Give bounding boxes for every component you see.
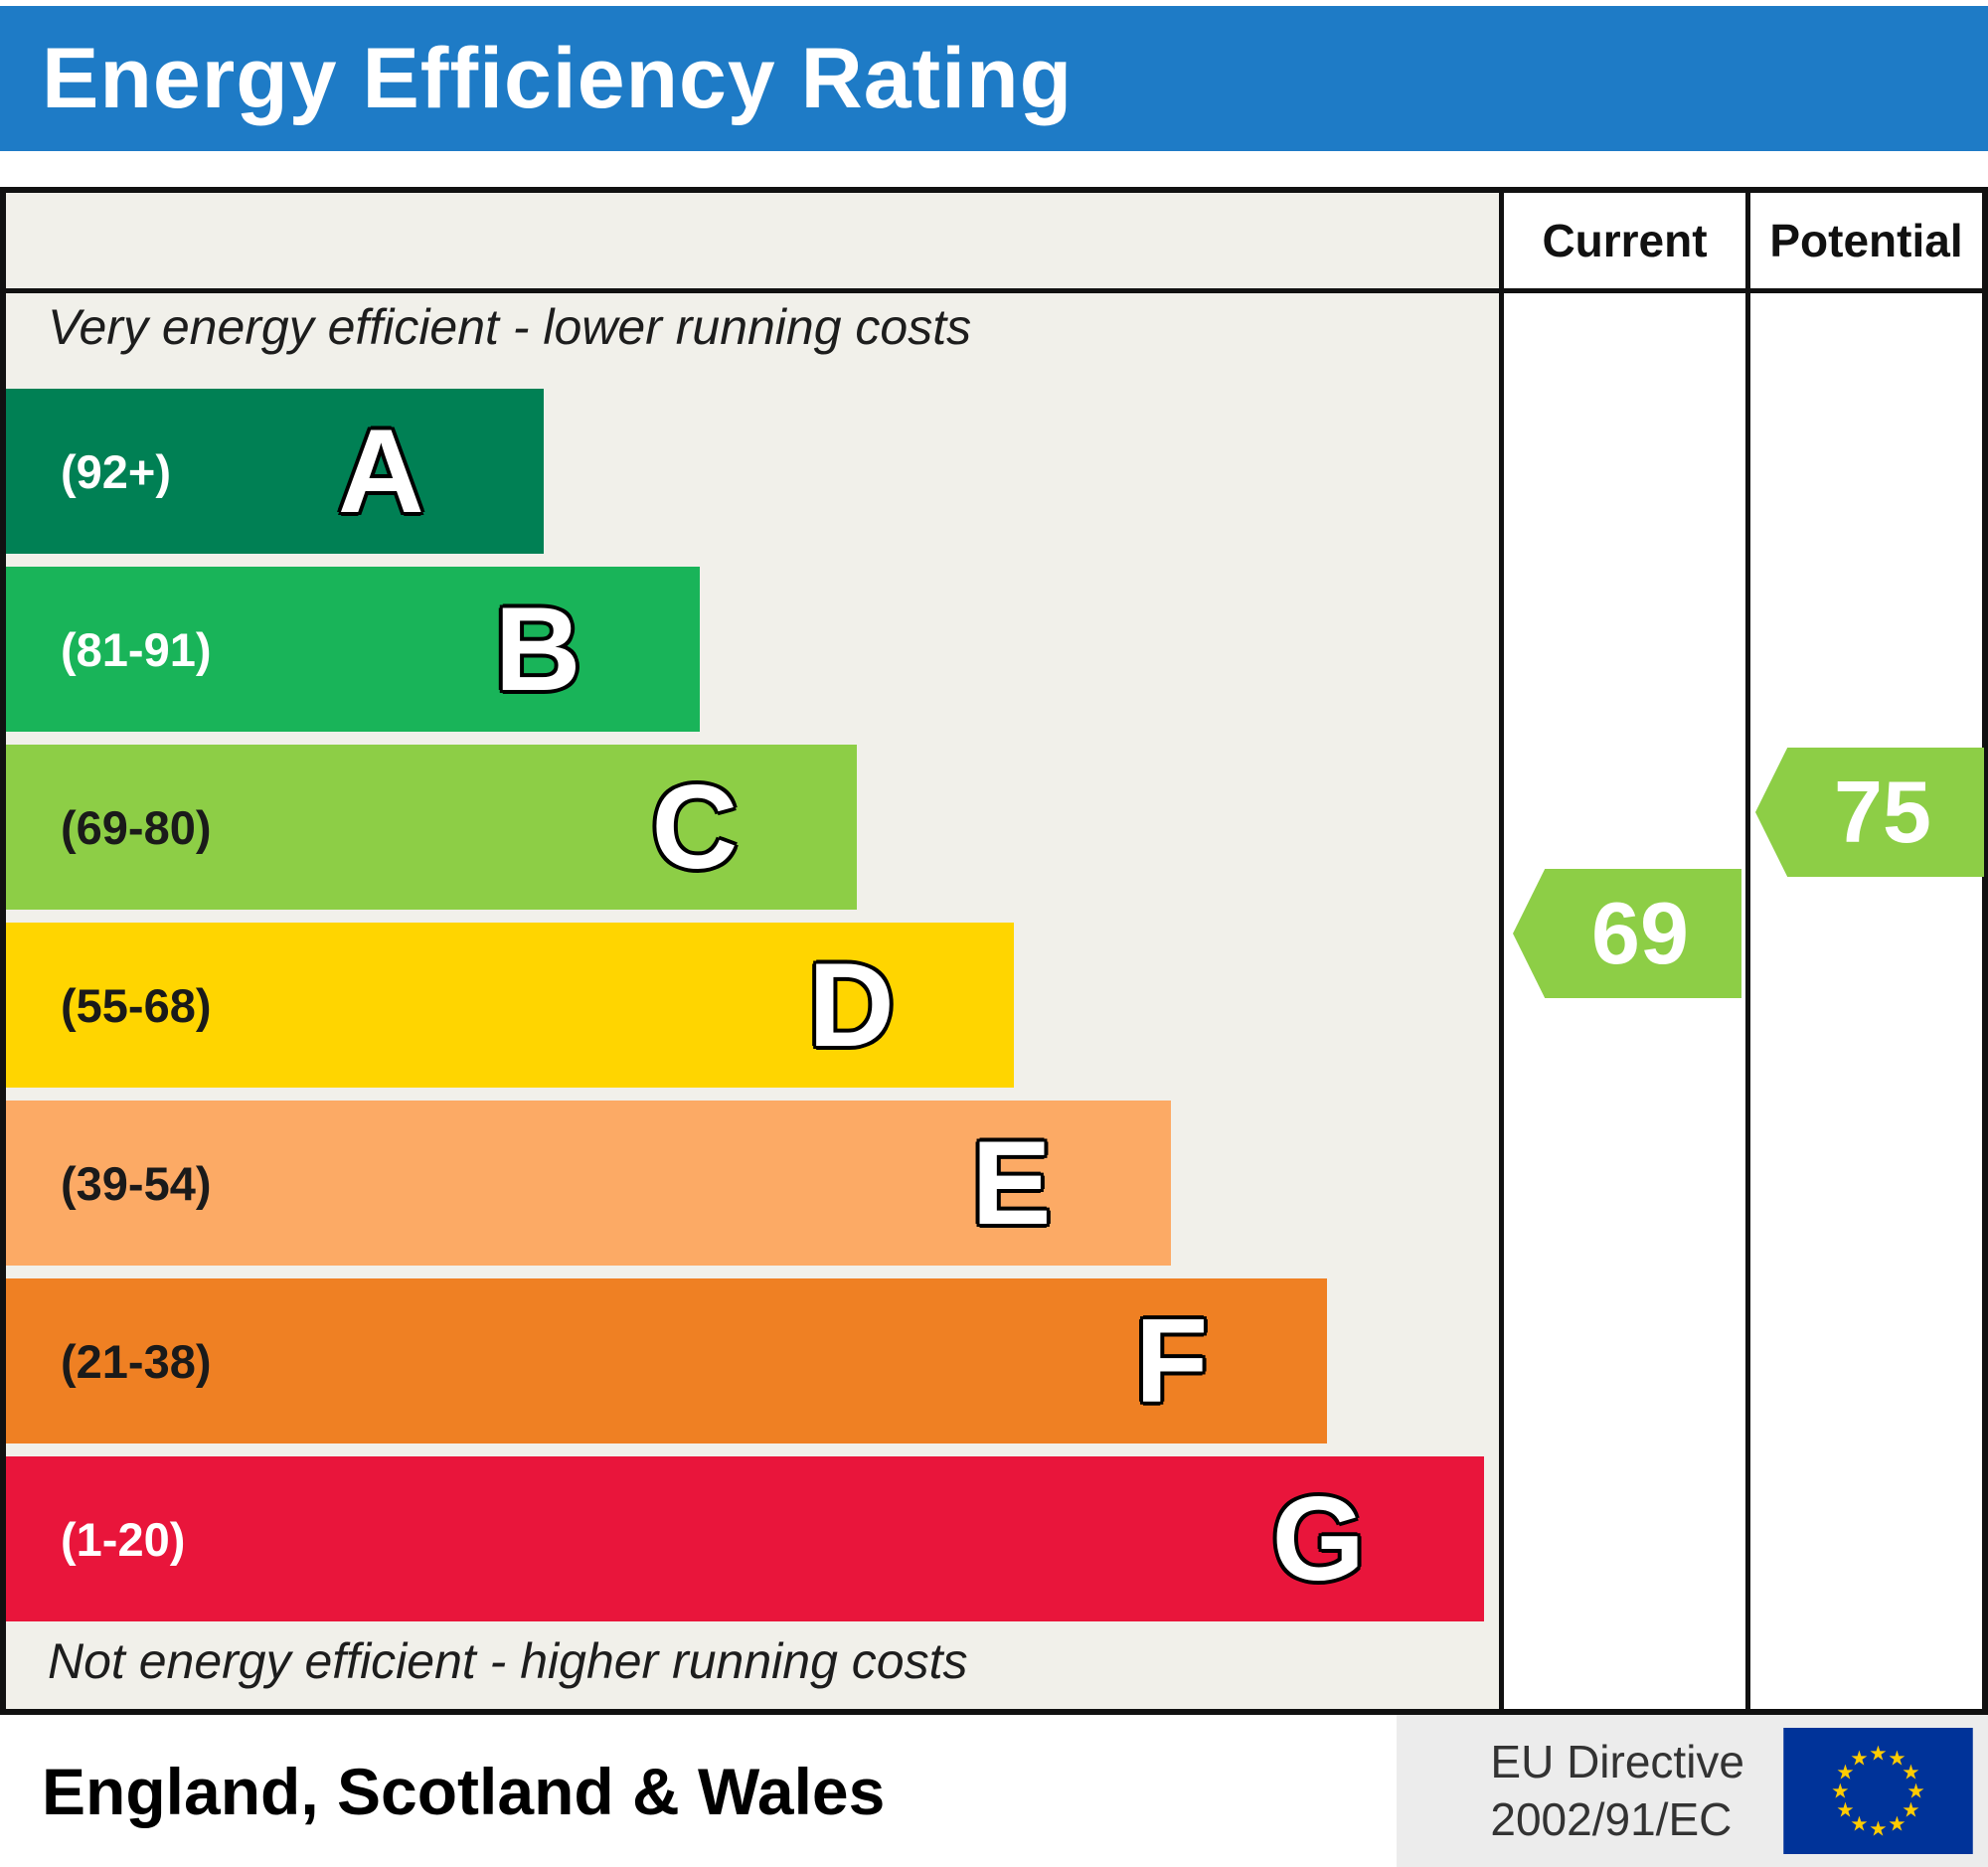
current-column-header: Current [1542,215,1708,266]
svg-text:★: ★ [1906,1780,1925,1802]
band-letter: E [971,1116,1052,1250]
band-bar-e: (39-54) E [6,1101,1171,1266]
band-letter: F [1134,1294,1209,1428]
eu-directive-panel: EU Directive 2002/91/EC ★ ★ ★ ★ ★ ★ ★ ★ … [1397,1715,1988,1867]
eu-directive-text: EU Directive 2002/91/EC [1490,1734,1744,1848]
band-letter: B [494,583,581,716]
potential-rating-arrow: 75 [1755,748,1984,877]
band-row-g: (1-20) G [6,1456,1499,1621]
band-row-c: (69-80) C [6,745,1499,910]
current-rating-arrow: 69 [1513,869,1741,998]
band-row-f: (21-38) F [6,1278,1499,1443]
band-list: (92+) A (81-91) B (69-80) C (55-68) D (3 [6,389,1499,1621]
svg-text:★: ★ [1850,1813,1869,1836]
energy-rating-chart: Current Potential Very energy efficient … [0,187,1988,1715]
band-bar-d: (55-68) D [6,923,1014,1088]
band-bar-g: (1-20) G [6,1456,1484,1621]
svg-text:★: ★ [1888,1747,1906,1770]
band-bar-f: (21-38) F [6,1278,1328,1443]
band-bar-a: (92+) A [6,389,544,554]
eu-directive-line2: 2002/91/EC [1490,1792,1733,1845]
band-range-label: (21-38) [61,1334,212,1388]
svg-text:★: ★ [1836,1799,1855,1822]
band-range-label: (55-68) [61,978,212,1032]
bottom-note: Not energy efficient - higher running co… [48,1633,968,1689]
svg-text:★: ★ [1831,1780,1850,1802]
svg-text:★: ★ [1869,1818,1888,1841]
column-divider-potential [1745,193,1750,1709]
svg-text:★: ★ [1850,1747,1869,1770]
svg-text:★: ★ [1869,1742,1888,1765]
current-rating-value: 69 [1591,884,1689,982]
eu-directive-line1: EU Directive [1490,1736,1744,1787]
band-row-e: (39-54) E [6,1101,1499,1266]
band-range-label: (81-91) [61,622,212,676]
band-bar-b: (81-91) B [6,567,701,732]
svg-text:★: ★ [1902,1799,1920,1822]
potential-column-header: Potential [1769,215,1963,266]
band-letter: G [1271,1472,1365,1606]
region-label: England, Scotland & Wales [42,1754,886,1828]
title-bar: Energy Efficiency Rating [0,6,1988,151]
eu-flag-icon: ★ ★ ★ ★ ★ ★ ★ ★ ★ ★ ★ ★ [1783,1728,1973,1854]
potential-rating-value: 75 [1834,763,1931,861]
page-title: Energy Efficiency Rating [42,30,1074,126]
top-note: Very energy efficient - lower running co… [48,299,972,355]
band-range-label: (69-80) [61,800,212,854]
column-divider-current [1499,193,1504,1709]
band-row-b: (81-91) B [6,567,1499,732]
band-letter: D [808,938,895,1072]
band-range-label: (39-54) [61,1156,212,1210]
svg-text:★: ★ [1888,1813,1906,1836]
band-range-label: (92+) [61,444,172,498]
band-row-a: (92+) A [6,389,1499,554]
svg-text:★: ★ [1836,1761,1855,1783]
band-row-d: (55-68) D [6,923,1499,1088]
band-letter: A [338,405,424,538]
svg-text:★: ★ [1902,1761,1920,1783]
footer: England, Scotland & Wales EU Directive 2… [0,1715,1988,1867]
band-range-label: (1-20) [61,1512,186,1566]
band-bar-c: (69-80) C [6,745,858,910]
header-divider [6,288,1982,293]
band-letter: C [651,761,739,894]
